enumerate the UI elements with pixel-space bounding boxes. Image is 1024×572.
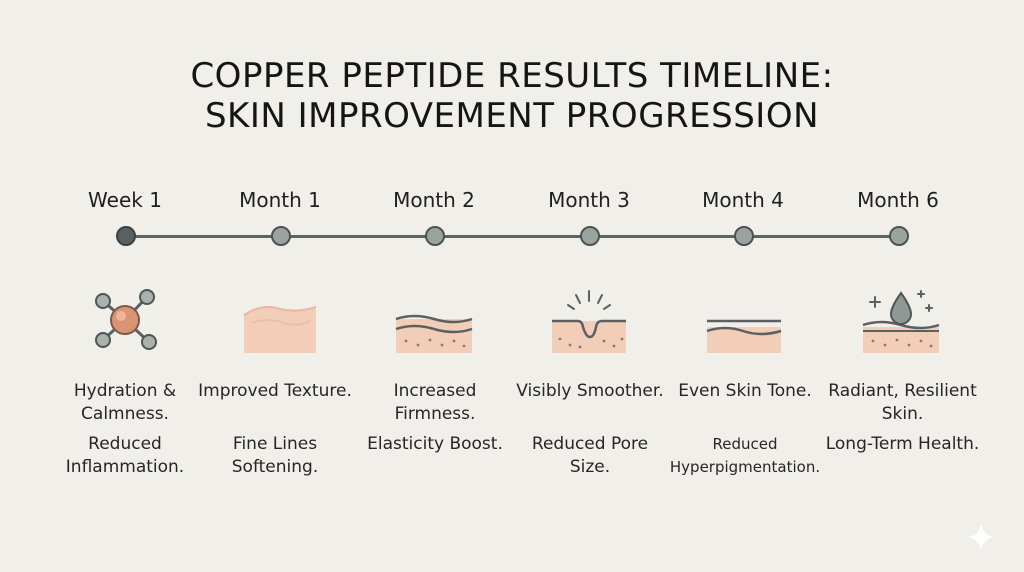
period-label: Month 2	[393, 188, 475, 212]
milestone-description-secondary: Fine Lines Softening.	[231, 434, 319, 477]
timeline-node-month-3	[580, 226, 600, 246]
timeline-node-month-2	[425, 226, 445, 246]
period-label: Month 4	[702, 188, 784, 212]
period-label: Month 6	[857, 188, 939, 212]
molecule-icon	[95, 289, 157, 350]
milestone-description-secondary: Long-Term Health.	[825, 434, 980, 454]
timeline-line	[125, 235, 898, 238]
timeline-node-week-1	[116, 226, 136, 246]
milestone-description-primary: Increased Firmness.	[393, 381, 477, 424]
period-label: Week 1	[88, 188, 162, 212]
milestone-description-secondary: Reduced Hyperpigmentation.	[669, 435, 821, 476]
skin-layers-icon	[395, 314, 473, 353]
timeline-node-month-1	[271, 226, 291, 246]
milestone-description-primary: Hydration & Calmness.	[73, 381, 177, 424]
page-title-line-1: COPPER PEPTIDE RESULTS TIMELINE:	[190, 56, 834, 96]
milestone-description-secondary: Reduced Inflammation.	[65, 434, 185, 477]
period-label: Month 3	[548, 188, 630, 212]
milestone-description-primary: Visibly Smoother.	[516, 381, 664, 401]
pore-icon	[552, 290, 626, 353]
timeline-node-month-4	[734, 226, 754, 246]
milestone-description-primary: Radiant, Resilient Skin.	[828, 381, 977, 424]
even-tone-icon	[706, 319, 782, 353]
milestone-description-secondary: Elasticity Boost.	[367, 434, 503, 454]
period-label: Month 1	[239, 188, 321, 212]
sparkle-icon	[967, 523, 995, 551]
milestone-description-primary: Improved Texture.	[198, 381, 352, 401]
page-title-line-2: SKIN IMPROVEMENT PROGRESSION	[204, 96, 820, 136]
milestone-description-secondary: Reduced Pore Size.	[531, 434, 649, 477]
milestone-description-primary: Even Skin Tone.	[678, 381, 812, 401]
skin-texture-icon	[243, 306, 317, 353]
droplet-skin-icon	[862, 290, 940, 353]
timeline-node-month-6	[889, 226, 909, 246]
